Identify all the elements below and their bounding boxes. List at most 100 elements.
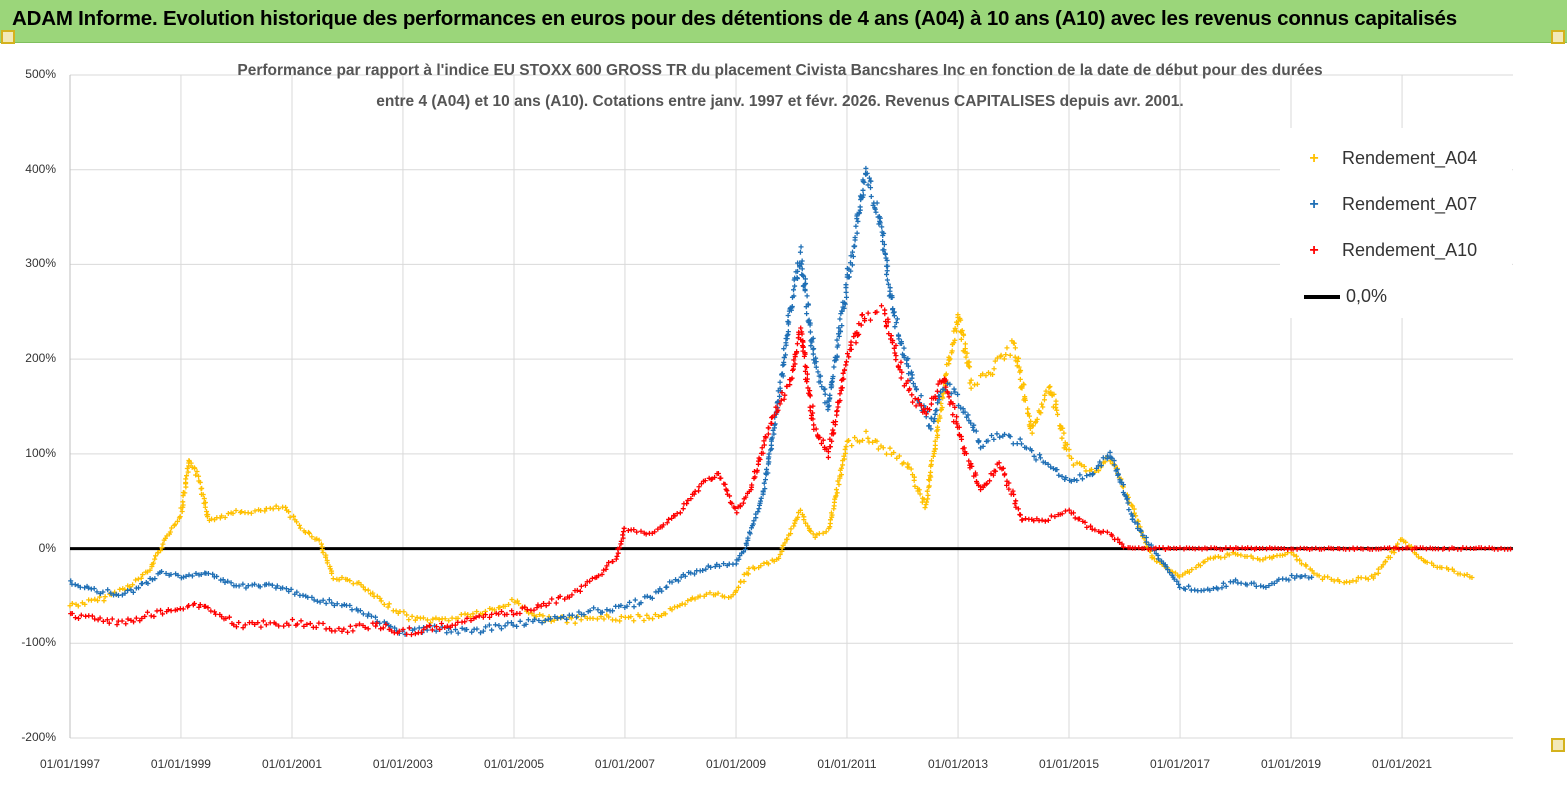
data-point — [761, 438, 767, 444]
data-point — [782, 392, 788, 398]
data-point — [840, 462, 846, 468]
data-point — [860, 437, 866, 443]
data-point — [228, 580, 234, 586]
data-point — [781, 346, 787, 352]
data-point — [863, 165, 869, 171]
data-point — [1098, 463, 1104, 469]
data-point — [1039, 401, 1045, 407]
data-point — [628, 614, 634, 620]
data-point — [1015, 506, 1021, 512]
data-point — [807, 322, 813, 328]
data-point — [531, 607, 537, 613]
data-point — [758, 498, 764, 504]
data-point — [913, 387, 919, 393]
data-point — [75, 603, 81, 609]
data-point — [514, 623, 520, 629]
data-point — [409, 613, 415, 619]
data-point — [1403, 539, 1409, 545]
data-point — [692, 596, 698, 602]
data-point — [1380, 562, 1386, 568]
data-point — [841, 453, 847, 459]
data-point — [850, 254, 856, 260]
data-point — [862, 316, 868, 322]
data-point — [448, 629, 454, 635]
data-point — [145, 569, 151, 575]
data-point — [1090, 471, 1096, 477]
data-point — [1048, 513, 1054, 519]
data-point — [429, 627, 435, 633]
data-point — [412, 626, 418, 632]
data-point — [1119, 541, 1125, 547]
data-point — [1238, 580, 1244, 586]
data-point — [1069, 455, 1075, 461]
data-point — [759, 445, 765, 451]
data-point — [1302, 573, 1308, 579]
data-point — [882, 250, 888, 256]
data-point — [433, 615, 439, 621]
x-tick-label: 01/01/2009 — [706, 757, 767, 771]
data-point — [888, 333, 894, 339]
data-point — [926, 423, 932, 429]
data-point — [773, 404, 779, 410]
data-point — [797, 507, 803, 513]
data-point — [892, 350, 898, 356]
data-point — [1226, 552, 1232, 558]
data-point — [631, 604, 637, 610]
data-point — [949, 342, 955, 348]
data-point — [925, 492, 931, 498]
data-point — [621, 525, 627, 531]
data-point — [1121, 544, 1127, 550]
data-point — [949, 348, 955, 354]
data-point — [257, 584, 263, 590]
data-point — [133, 615, 139, 621]
data-point — [865, 310, 871, 316]
data-point — [978, 487, 984, 493]
data-point — [240, 581, 246, 587]
data-point — [811, 422, 817, 428]
data-point — [316, 537, 322, 543]
data-point — [980, 371, 986, 377]
data-point — [283, 504, 289, 510]
data-point — [837, 391, 843, 397]
data-point — [1294, 546, 1300, 552]
data-point — [1100, 455, 1106, 461]
data-point — [370, 590, 376, 596]
data-point — [935, 381, 941, 387]
data-point — [1383, 558, 1389, 564]
data-point — [688, 496, 694, 502]
data-point — [1047, 384, 1053, 390]
data-point — [400, 626, 406, 632]
data-point — [781, 396, 787, 402]
data-point — [97, 591, 103, 597]
data-point — [1011, 340, 1017, 346]
data-point — [414, 614, 420, 620]
data-point — [1281, 546, 1287, 552]
data-point — [785, 312, 791, 318]
data-point — [476, 613, 482, 619]
data-point — [283, 586, 289, 592]
data-point — [994, 355, 1000, 361]
data-point — [804, 376, 810, 382]
x-tick-label: 01/01/1999 — [150, 757, 211, 771]
data-point — [102, 594, 108, 600]
data-point — [966, 363, 972, 369]
data-point — [1423, 546, 1429, 552]
data-point — [252, 621, 258, 627]
data-point — [1045, 461, 1051, 467]
data-point — [353, 623, 359, 629]
data-point — [1409, 547, 1415, 553]
data-point — [909, 392, 915, 398]
data-point — [1291, 552, 1297, 558]
data-point — [200, 492, 206, 498]
data-point — [366, 611, 372, 617]
data-point — [276, 506, 282, 512]
data-point — [1130, 503, 1136, 509]
data-point — [223, 615, 229, 621]
data-point — [950, 401, 956, 407]
data-point — [860, 177, 866, 183]
data-point — [730, 592, 736, 598]
data-point — [678, 574, 684, 580]
data-point — [858, 322, 864, 328]
data-point — [189, 573, 195, 579]
data-point — [910, 399, 916, 405]
